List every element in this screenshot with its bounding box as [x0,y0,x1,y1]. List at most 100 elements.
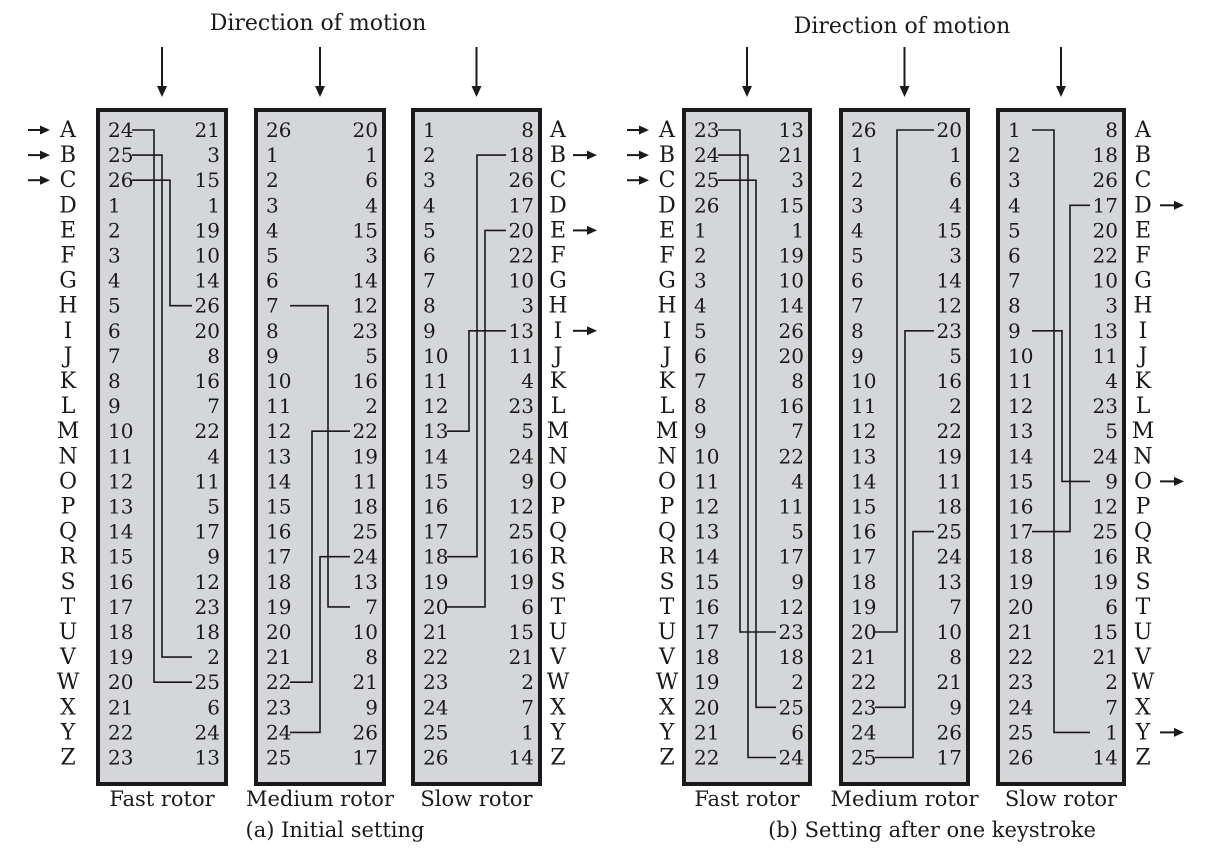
rotor-left-contact: 23 [1008,670,1033,694]
rotor-right-contact: 24 [353,545,378,569]
rotor-left-contact: 14 [1008,444,1033,468]
rotor-right-contact: 16 [779,394,804,418]
rotor-left-contact: 25 [266,746,291,770]
rotor-right-contact: 20 [1093,218,1118,242]
rotor-right-contact: 12 [1093,495,1118,519]
rotor-left-contact: 1 [266,143,279,167]
rotor-left-contact: 17 [423,520,448,544]
input-letter: C [659,168,676,193]
rotor-left-contact: 16 [266,520,291,544]
output-letter: R [1135,545,1153,570]
output-letter: D [1134,193,1152,218]
input-letter: L [660,394,675,419]
rotor-left-contact: 2 [851,168,864,192]
rotor-right-contact: 14 [937,269,962,293]
input-letter: Q [658,520,676,545]
rotor-left-contact: 23 [694,118,719,142]
output-letter: Q [549,520,567,545]
input-letter: P [660,495,675,520]
rotor-right-contact: 25 [779,695,804,719]
rotor-left-contact: 18 [1008,545,1033,569]
direction-arrow-head [471,86,482,97]
rotor-right-contact: 25 [937,520,962,544]
rotor-left-contact: 8 [1008,294,1021,318]
rotor-left-contact: 15 [266,495,291,519]
rotor-left-contact: 22 [266,670,291,694]
rotor-right-contact: 11 [1093,344,1118,368]
rotor-right-contact: 6 [365,168,378,192]
rotor-right-contact: 24 [937,545,962,569]
rotor-right-contact: 22 [937,419,962,443]
rotor-right-contact: 26 [195,294,220,318]
output-letter: S [550,570,565,595]
rotor-right-contact: 4 [791,469,804,493]
rotor-left-contact: 1 [423,118,436,142]
rotor-wire [718,154,776,759]
rotor-left-contact: 24 [266,720,291,744]
rotor-right-contact: 1 [521,720,534,744]
rotor-right-contact: 15 [937,218,962,242]
rotor-right-contact: 7 [949,595,962,619]
rotor-right-contact: 8 [207,344,220,368]
rotor-left-contact: 16 [694,595,719,619]
output-arrow-head [587,225,597,235]
input-letter: B [60,143,76,168]
rotor-left-contact: 10 [423,344,448,368]
input-letter: I [64,319,73,344]
rotor-right-contact: 21 [509,645,534,669]
rotor-right-contact: 20 [779,344,804,368]
rotor-left-contact: 19 [851,595,876,619]
rotor-right-contact: 7 [521,695,534,719]
rotor-left-contact: 24 [423,695,448,719]
rotor-left-contact: 20 [851,620,876,644]
rotor-right-contact: 18 [779,645,804,669]
rotor-left-contact: 14 [851,469,876,493]
rotor-right-contact: 3 [949,244,962,268]
rotor-wire [132,154,192,658]
rotor-right-contact: 1 [949,143,962,167]
rotor-right-contact: 26 [353,720,378,744]
input-letter: Z [60,746,75,771]
rotor-right-contact: 11 [195,469,220,493]
rotor-wire [875,530,934,759]
rotor-wire [1032,204,1090,533]
rotor-left-contact: 16 [1008,495,1033,519]
input-letter: K [659,369,676,394]
rotor-left-contact: 12 [108,469,133,493]
input-letter: G [59,269,77,294]
rotor-slow-rotor: 1234567891011121314151617181920212223242… [411,47,542,811]
rotor-left-contact: 17 [1008,520,1033,544]
rotor-right-contact: 9 [1105,469,1118,493]
rotor-right-contact: 19 [937,444,962,468]
output-letter: L [551,394,566,419]
input-letter: P [61,495,76,520]
output-letter: H [1133,294,1152,319]
rotor-right-contact: 4 [365,193,378,217]
rotor-left-contact: 10 [108,419,133,443]
rotor-left-contact: 24 [108,118,133,142]
rotor-left-contact: 6 [851,269,864,293]
rotor-left-contact: 20 [1008,595,1033,619]
output-letter: M [1132,419,1155,444]
rotor-right-contact: 19 [353,444,378,468]
rotor-left-contact: 3 [423,168,436,192]
rotor-right-contact: 19 [1093,570,1118,594]
output-letter: W [1132,670,1155,695]
rotor-right-contact: 13 [353,570,378,594]
rotor-left-contact: 21 [108,695,133,719]
input-letter: Z [659,746,674,771]
rotor-left-contact: 18 [694,645,719,669]
rotor-left-contact: 7 [423,269,436,293]
rotor-right-contact: 8 [1105,118,1118,142]
direction-arrow-head [742,86,752,97]
input-letter: B [659,143,675,168]
output-letter: W [547,670,570,695]
rotor-left-contact: 7 [851,294,864,318]
input-letter: Q [59,520,77,545]
input-letter: A [658,118,676,143]
rotor-left-contact: 11 [266,394,291,418]
rotor-right-contact: 5 [949,344,962,368]
output-letter: P [551,495,566,520]
rotor-left-contact: 4 [108,269,121,293]
rotor-left-contact: 15 [423,469,448,493]
